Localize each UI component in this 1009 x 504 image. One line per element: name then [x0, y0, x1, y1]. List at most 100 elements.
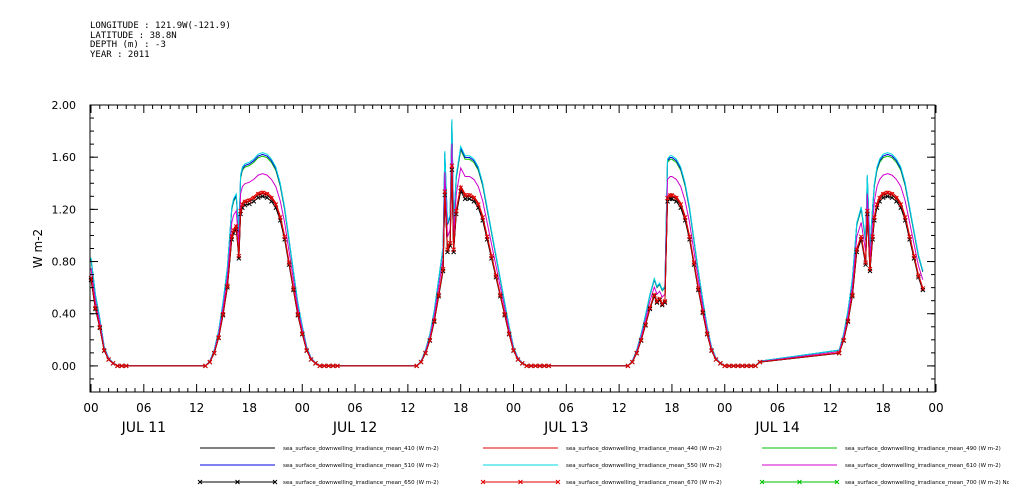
series-point [445, 247, 450, 253]
series-point [110, 360, 116, 366]
series-point [713, 357, 719, 362]
depth-text: DEPTH (m) : -3 [90, 40, 166, 50]
longitude-text: LONGITUDE : 121.9W(-121.9) [90, 21, 231, 31]
series-point [643, 322, 648, 327]
series-point [845, 318, 851, 324]
series-point [467, 196, 472, 202]
legend-label: sea_surface_downwelling_irradiance_mean_… [283, 463, 439, 469]
legend-label: sea_surface_downwelling_irradiance_mean_… [283, 480, 439, 486]
series-point [722, 363, 728, 369]
series-point [836, 350, 842, 356]
x-day-label: JUL 12 [332, 420, 377, 436]
series-point [867, 268, 873, 274]
series-point [920, 286, 926, 291]
series-point [480, 215, 486, 220]
series-point [440, 266, 446, 272]
series-point [907, 234, 912, 240]
series-point [418, 359, 424, 365]
series-point [449, 163, 455, 169]
series-point [101, 348, 107, 353]
y-tick-label: 1.20 [52, 203, 77, 216]
series-point [841, 337, 846, 343]
series-point [537, 363, 543, 369]
series-point [870, 234, 875, 240]
series-point [233, 224, 239, 229]
series-point [753, 363, 758, 369]
series-point [726, 363, 732, 369]
series-point [330, 363, 336, 369]
series-point [238, 208, 243, 214]
x-tick-label: 18 [876, 401, 891, 415]
series-point [304, 348, 310, 353]
series-point [867, 266, 873, 272]
series-point [475, 202, 481, 207]
series-point [277, 215, 283, 220]
series-point [757, 359, 763, 365]
series-point [546, 363, 552, 369]
series-point [106, 357, 111, 362]
series-point [220, 311, 226, 317]
series-point [920, 287, 926, 293]
series-point [625, 363, 631, 369]
series-point [709, 348, 714, 353]
series-point [647, 305, 653, 311]
series-point [629, 359, 635, 365]
series-point [667, 193, 673, 198]
series-point [858, 234, 864, 240]
series-point [462, 196, 468, 202]
series-line [90, 119, 924, 367]
series-line [90, 121, 924, 367]
legend-label: sea_surface_downwelling_irradiance_mean_… [283, 446, 439, 452]
series-point [211, 350, 217, 356]
series-point [638, 337, 644, 343]
series-point [506, 331, 512, 336]
series-point [423, 350, 428, 356]
series-point [854, 247, 860, 253]
series-point [669, 193, 675, 198]
series-point [203, 363, 208, 369]
x-tick-label: 12 [611, 401, 626, 415]
y-axis-label: W m-2 [31, 229, 45, 268]
series-point [291, 286, 296, 291]
series-point [880, 191, 886, 197]
series-point [744, 363, 750, 369]
series-point [321, 363, 327, 369]
x-day-label: JUL 14 [754, 420, 800, 436]
series-point [657, 296, 662, 302]
x-tick-label: 06 [347, 401, 362, 415]
x-tick-label: 00 [506, 401, 521, 415]
series-point [519, 360, 525, 366]
series-point [885, 190, 890, 196]
x-tick-label: 00 [295, 401, 310, 415]
x-tick-label: 06 [136, 401, 151, 415]
series-point [236, 253, 242, 259]
series-point [458, 185, 464, 191]
series-point [255, 191, 261, 197]
series-point [524, 363, 530, 369]
series-point [115, 363, 120, 369]
x-tick-label: 12 [189, 401, 204, 415]
series-point [427, 337, 433, 343]
series-point [467, 193, 472, 198]
series-point [691, 260, 697, 265]
series-point [533, 363, 538, 369]
legend-marker [555, 479, 561, 485]
y-tick-label: 2.00 [52, 99, 77, 112]
legend-marker [518, 479, 523, 485]
series-point [651, 292, 657, 298]
series-point [748, 363, 754, 369]
series-point [502, 311, 508, 317]
series-point [662, 298, 668, 304]
series-point [123, 363, 129, 369]
x-tick-label: 18 [453, 401, 468, 415]
series-point [317, 363, 323, 369]
series-point [667, 196, 673, 202]
series-line [90, 123, 924, 367]
series-point [877, 195, 883, 201]
series-point [97, 324, 103, 330]
series-point [682, 215, 688, 220]
series-point [453, 208, 459, 214]
x-day-label: JUL 13 [543, 420, 588, 436]
legend-marker [797, 479, 802, 485]
